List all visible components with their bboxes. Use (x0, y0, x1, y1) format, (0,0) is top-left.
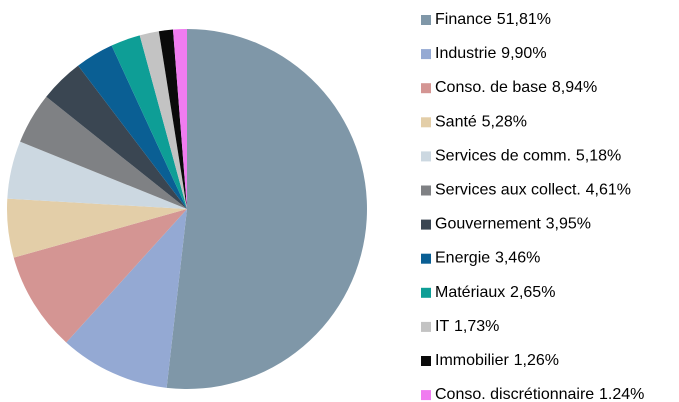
legend-value: 2,65% (510, 284, 555, 301)
legend-name: Services aux collect. (435, 182, 581, 199)
legend-entry: Matériaux 2,65% (435, 284, 555, 301)
pie-slice (172, 29, 187, 209)
legend-name: Immobilier (435, 352, 509, 369)
legend-swatch (421, 390, 431, 401)
legend-entry: Gouvernement 3,95% (435, 216, 591, 233)
legend-name: Services de comm. (435, 148, 571, 165)
legend-entry: IT 1,73% (435, 318, 499, 335)
pie-slice (111, 35, 187, 209)
legend-swatch (421, 356, 431, 366)
legend-name: Finance (435, 11, 492, 28)
legend-entry: Services aux collect. 4,61% (435, 182, 631, 199)
pie-slice (7, 141, 188, 209)
legend-value: 5,18% (576, 148, 621, 165)
legend-swatch (421, 185, 431, 196)
legend-swatch (421, 15, 431, 25)
legend-entry: Finance 51,81% (435, 11, 551, 28)
legend-value: 3,95% (546, 216, 591, 233)
legend-name: Energie (435, 250, 490, 267)
pie-slice (66, 209, 187, 388)
pie-slice (166, 29, 368, 389)
legend-value: 1,73% (454, 318, 499, 335)
legend-value: 1,26% (514, 352, 559, 369)
pie-slice (78, 45, 187, 209)
legend-swatch (421, 117, 431, 128)
legend-swatch (421, 321, 431, 332)
legend-value: 5,28% (482, 114, 527, 131)
legend-swatch (421, 253, 431, 264)
legend-entry: Services de comm. 5,18% (435, 148, 621, 165)
pie-slice (46, 65, 188, 209)
pie-slice (20, 96, 187, 209)
pie-slice (13, 209, 187, 343)
legend-swatch (421, 83, 431, 94)
legend-entry: Conso. discrétionnaire 1.24% (435, 386, 644, 402)
legend-entry: Industrie 9,90% (435, 45, 547, 62)
legend-name: Conso. de base (435, 79, 547, 96)
legend-entry: Santé 5,28% (435, 114, 527, 131)
legend-swatch (421, 219, 431, 230)
legend-name: Conso. discrétionnaire (435, 386, 594, 402)
legend-name: Industrie (435, 45, 496, 62)
legend-name: Gouvernement (435, 216, 541, 233)
legend-value: 4,61% (586, 182, 631, 199)
legend-name: IT (435, 318, 449, 335)
legend-entry: Immobilier 1,26% (435, 352, 559, 369)
legend-value: 1.24% (599, 386, 644, 402)
legend-swatch (421, 49, 431, 60)
legend-value: 3,46% (495, 250, 540, 267)
legend-entry: Energie 3,46% (435, 250, 540, 267)
legend-name: Matériaux (435, 284, 505, 301)
legend-swatch (421, 151, 431, 162)
legend-entry: Conso. de base 8,94% (435, 79, 597, 96)
legend-name: Santé (435, 114, 477, 131)
legend-value: 8,94% (552, 79, 597, 96)
pie-slice (139, 31, 187, 210)
pie-slice (158, 29, 187, 210)
legend-value: 9,90% (501, 45, 546, 62)
legend-swatch (421, 287, 431, 298)
pie-slice (7, 198, 188, 258)
legend-value: 51,81% (497, 11, 551, 28)
